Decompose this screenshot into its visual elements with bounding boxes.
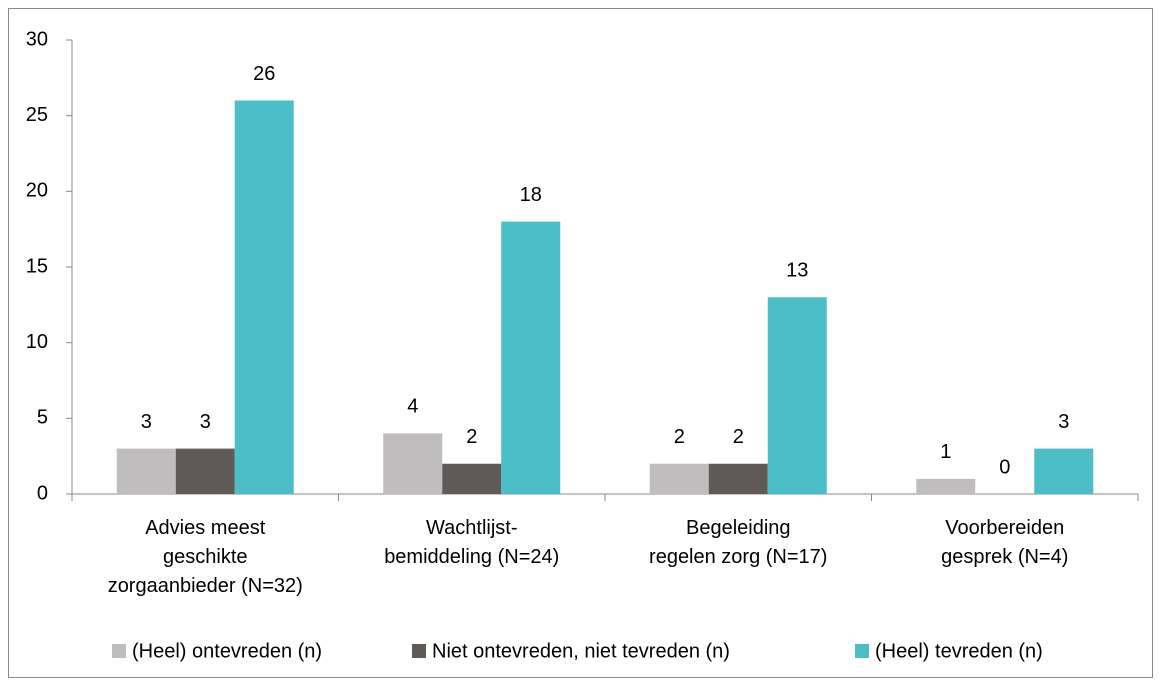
x-tick-label: Wachtlijst- bemiddeling (N=24)	[384, 517, 560, 568]
bar	[383, 433, 443, 494]
frame	[8, 8, 1153, 678]
data-label: 18	[520, 184, 542, 206]
bar	[767, 297, 827, 494]
bar	[116, 448, 176, 494]
data-label: 13	[786, 260, 808, 282]
x-tick-label: Voorbereiden gesprek (N=4)	[941, 517, 1069, 568]
legend-label: (Heel) ontevreden (n)	[132, 640, 322, 662]
data-label: 3	[1058, 411, 1069, 433]
y-tick-label: 25	[26, 104, 48, 126]
y-tick-label: 0	[37, 482, 48, 504]
bar	[916, 478, 976, 494]
data-label: 3	[141, 411, 152, 433]
data-label: 2	[674, 426, 685, 448]
legend-swatch	[855, 644, 869, 658]
bar	[175, 448, 235, 494]
data-label: 26	[253, 63, 275, 85]
y-tick-label: 30	[26, 28, 48, 50]
bar	[649, 463, 709, 494]
data-label: 0	[999, 456, 1010, 478]
bar	[501, 221, 561, 494]
bar	[234, 100, 294, 495]
data-label: 2	[466, 426, 477, 448]
x-tick-label: Begeleiding regelen zorg (N=17)	[649, 517, 828, 568]
x-tick-label: Advies meest geschikte zorgaanbieder (N=…	[107, 517, 303, 597]
bar	[1034, 448, 1094, 494]
y-tick-label: 20	[26, 180, 48, 202]
legend-swatch	[412, 644, 426, 658]
data-label: 2	[733, 426, 744, 448]
data-label: 3	[200, 411, 211, 433]
bar	[442, 463, 502, 494]
data-label: 1	[940, 441, 951, 463]
y-tick-label: 5	[37, 407, 48, 429]
bar	[708, 463, 768, 494]
y-tick-label: 15	[26, 255, 48, 277]
legend-label: (Heel) tevreden (n)	[875, 640, 1043, 662]
legend-label: Niet ontevreden, niet tevreden (n)	[432, 640, 730, 662]
data-label: 4	[407, 396, 418, 418]
legend-swatch	[112, 644, 126, 658]
y-tick-label: 10	[26, 331, 48, 353]
